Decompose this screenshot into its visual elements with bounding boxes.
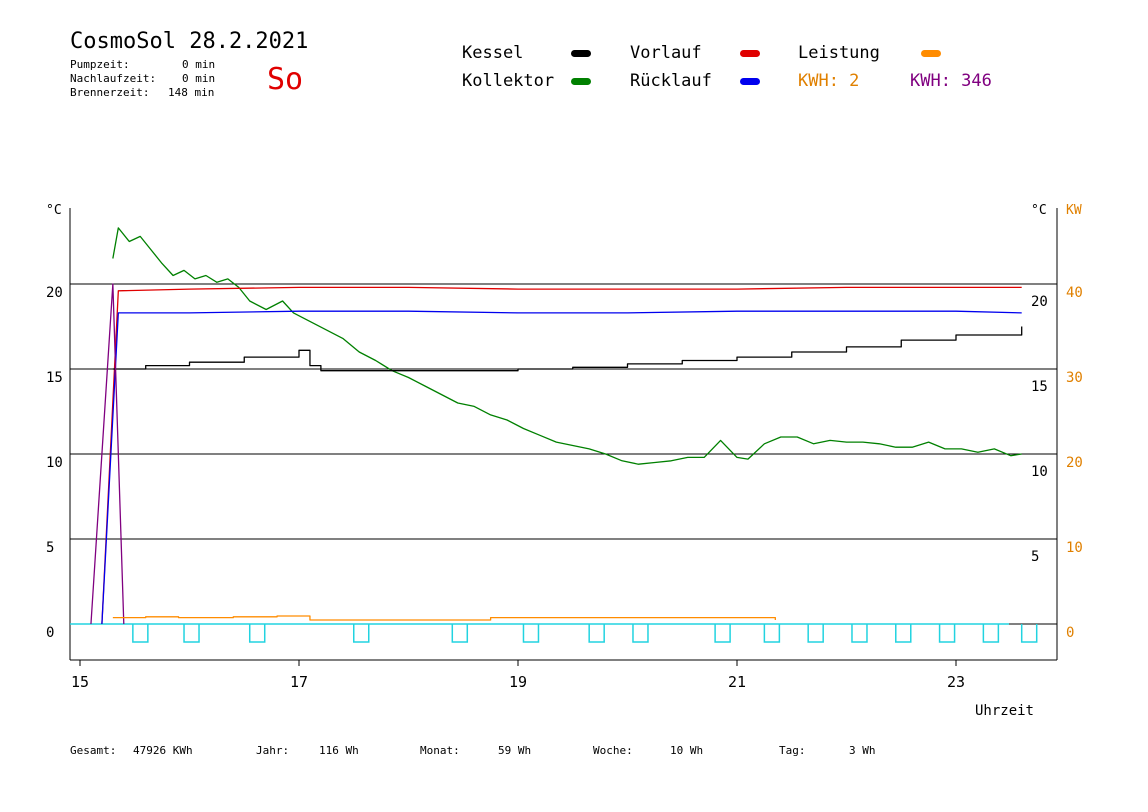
footer-tag-value: 3 Wh <box>849 744 876 757</box>
footer-monat-value: 59 Wh <box>498 744 532 757</box>
legend-kollektor-swatch <box>571 78 591 85</box>
y-left-tick-label-5: 5 <box>46 540 54 556</box>
footer-gesamt-value: 47926 KWh <box>133 744 193 757</box>
x-tick-label-21: 21 <box>728 673 746 691</box>
chart-series <box>70 227 1038 643</box>
pump-pulse <box>353 624 370 643</box>
y-kw-tick-label-40: 40 <box>1066 285 1083 301</box>
pumpzeit-label: Pumpzeit: <box>70 58 130 71</box>
pump-pulse <box>938 624 956 643</box>
brennerzeit-label: Brennerzeit: <box>70 86 150 99</box>
y-left-unit: °C <box>46 203 62 218</box>
footer-gesamt-label: Gesamt: <box>70 744 117 757</box>
pump-pulse <box>982 624 1000 643</box>
pump-pulse <box>632 624 649 643</box>
y-right-tick-label-20: 20 <box>1031 294 1048 310</box>
y-left-tick-label-20: 20 <box>46 285 63 301</box>
legend-kessel-label: Kessel <box>462 43 524 63</box>
pump-pulse <box>522 624 540 643</box>
kwh-total-text: KWH: 346 <box>910 71 992 91</box>
y-right-unit: °C <box>1031 203 1047 218</box>
series-kollektor <box>112 227 1022 465</box>
footer-woche-value: 10 Wh <box>670 744 704 757</box>
x-tick-label-17: 17 <box>290 673 308 691</box>
footer-woche-label: Woche: <box>593 744 633 757</box>
footer-monat-label: Monat: <box>420 744 460 757</box>
pump-pulse <box>851 624 868 643</box>
pump-pulse <box>451 624 469 643</box>
legend-kollektor-label: Kollektor <box>462 71 555 91</box>
legend-vorlauf-label: Vorlauf <box>630 43 702 63</box>
legend-ruecklauf-label: Rücklauf <box>630 71 712 91</box>
chart-labels: 15 17 19 21 23 Uhrzeit 0 5 10 15 20 °C 5 10 15 20 °C 0 10 2… <box>46 203 1083 719</box>
y-left-tick-label-0: 0 <box>46 625 54 641</box>
pump-pulse <box>763 624 781 643</box>
pump-pulse <box>895 624 912 643</box>
pump-pulse <box>807 624 824 643</box>
y-kw-tick-label-0: 0 <box>1066 625 1074 641</box>
pump-pulse <box>1020 624 1038 643</box>
pump-pulse <box>714 624 731 643</box>
y-right-tick-label-5: 5 <box>1031 549 1039 565</box>
y-right-tick-label-15: 15 <box>1031 379 1048 395</box>
pump-pulse <box>132 624 149 643</box>
series-vorlauf <box>101 286 1022 625</box>
pumpzeit-value: 0 min <box>182 58 216 71</box>
legend-leistung-label: Leistung <box>798 43 880 63</box>
x-tick-label-19: 19 <box>509 673 527 691</box>
brennerzeit-value: 148 min <box>168 86 215 99</box>
pump-pulse <box>588 624 605 643</box>
page-title: CosmoSol 28.2.2021 <box>70 29 309 54</box>
day-indicator: So <box>267 62 304 97</box>
footer-jahr-label: Jahr: <box>256 744 290 757</box>
series-leistung <box>112 615 776 621</box>
legend-ruecklauf-swatch <box>740 78 760 85</box>
y-kw-tick-label-20: 20 <box>1066 455 1083 471</box>
pump-pulse <box>248 624 266 643</box>
x-tick-label-23: 23 <box>947 673 965 691</box>
nachlaufzeit-label: Nachlaufzeit: <box>70 72 157 85</box>
x-axis-label: Uhrzeit <box>975 703 1034 719</box>
y-kw-tick-label-30: 30 <box>1066 370 1083 386</box>
kwh-day-text: KWH: 2 <box>798 71 860 91</box>
chart-axes <box>69 208 1058 666</box>
series-kwh-leistung <box>90 283 125 625</box>
chart-grid <box>70 283 1057 625</box>
footer-jahr-value: 116 Wh <box>319 744 359 757</box>
legend-vorlauf-swatch <box>740 50 760 57</box>
series-rücklauf <box>101 310 1022 625</box>
series-kessel <box>112 326 1023 372</box>
pump-pulse <box>183 624 200 643</box>
legend-kessel-swatch <box>571 50 591 57</box>
legend-leistung-swatch <box>921 50 941 57</box>
x-tick-label-15: 15 <box>71 673 89 691</box>
y-kw-tick-label-10: 10 <box>1066 540 1083 556</box>
y-left-tick-label-15: 15 <box>46 370 63 386</box>
y-kw-unit: KW <box>1066 203 1082 218</box>
y-left-tick-label-10: 10 <box>46 455 63 471</box>
y-right-tick-label-10: 10 <box>1031 464 1048 480</box>
nachlaufzeit-value: 0 min <box>182 72 216 85</box>
footer-tag-label: Tag: <box>779 744 806 757</box>
